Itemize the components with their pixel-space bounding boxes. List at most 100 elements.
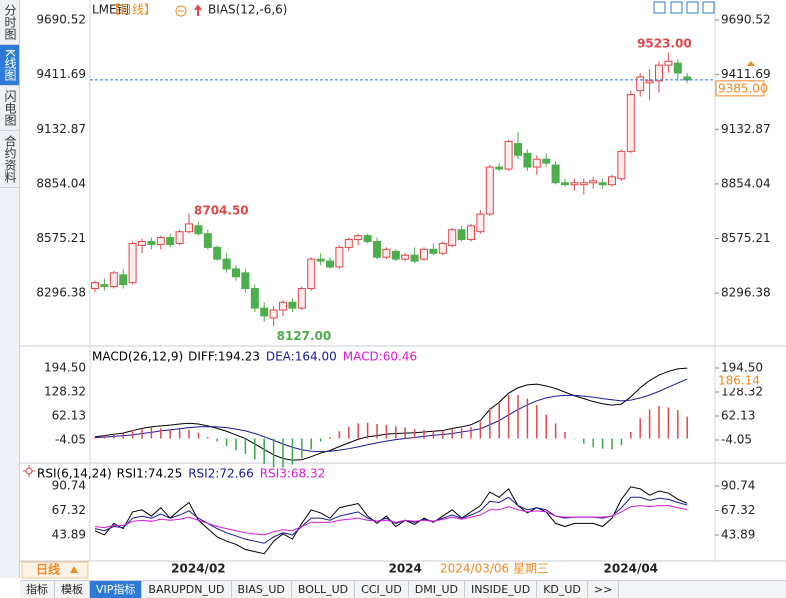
- candle-body: [213, 246, 222, 260]
- candle-body: [457, 229, 466, 241]
- y-tick-label: 90.74: [52, 479, 86, 493]
- y-tick-label: 8854.04: [36, 176, 86, 190]
- candle-body: [147, 241, 156, 245]
- sidebar-tab[interactable]: K线图: [0, 45, 19, 86]
- x-tick-label: 2024/02: [171, 562, 225, 576]
- candle-body: [391, 250, 400, 260]
- indicator-tab[interactable]: 指标: [20, 581, 55, 598]
- low-label: 8127.00: [277, 329, 332, 343]
- y-tick-label: 9690.52: [36, 13, 86, 27]
- candle-body: [373, 241, 381, 258]
- tool-icon[interactable]: [653, 1, 666, 14]
- candle-body: [185, 223, 193, 233]
- indicator-tab[interactable]: CCI_UD: [355, 581, 409, 598]
- candle-body: [344, 239, 353, 248]
- candle-body: [316, 258, 325, 262]
- arrow-icon[interactable]: [194, 4, 202, 16]
- candle-body: [128, 242, 137, 284]
- y-tick-label: 90.74: [721, 479, 755, 493]
- candle-body: [156, 237, 165, 245]
- candle-body: [551, 164, 560, 184]
- candle-body: [420, 248, 428, 260]
- y-tick-label: -4.05: [55, 433, 86, 447]
- candle-body: [203, 233, 212, 248]
- candle-body: [495, 166, 504, 170]
- y-tick-label: 8296.38: [36, 286, 86, 300]
- y-tick-label: 9411.69: [721, 67, 771, 81]
- crosshair-lines: [23, 465, 35, 477]
- high-label: 8704.50: [194, 204, 249, 218]
- y-tick-label: 194.50: [44, 360, 86, 374]
- candle-body: [429, 248, 438, 254]
- candle-body: [354, 235, 363, 241]
- candle-body: [138, 241, 146, 246]
- indicator-tab[interactable]: BIAS_UD: [232, 581, 292, 598]
- candle-body: [579, 182, 588, 186]
- candle-body: [241, 272, 250, 290]
- tab-bar: 指标 模板 VIP指标 BARUPDN_UD BIAS_UD BOLL_UD CCI_UD D…: [20, 580, 786, 598]
- indicator-tab[interactable]: VIP指标: [90, 581, 143, 598]
- candle-body: [523, 152, 532, 168]
- macd-line: [94, 367, 688, 461]
- indicator-tab[interactable]: BARUPDN_UD: [142, 581, 232, 598]
- sidebar-tab[interactable]: 分时图: [0, 0, 19, 45]
- candle-body: [673, 62, 682, 74]
- candle-body: [326, 260, 334, 268]
- legend-name: MACD:: [343, 350, 383, 364]
- candle-body: [297, 288, 306, 309]
- legend-value: 74.25: [148, 467, 182, 481]
- y-tick-label: 8854.04: [721, 176, 771, 190]
- indicator-tab[interactable]: 模板: [55, 581, 90, 598]
- candle-body: [467, 225, 475, 241]
- indicator-tab[interactable]: KD_UD: [537, 581, 588, 598]
- candle-body: [91, 282, 99, 290]
- y-tick-label: 67.32: [721, 503, 755, 517]
- sidebar-tab[interactable]: 闪电图: [0, 86, 19, 131]
- candle-body: [532, 158, 541, 168]
- legend-value: 60.46: [383, 350, 417, 364]
- y-tick-label: 9132.87: [36, 122, 86, 136]
- crosshair-icon[interactable]: [23, 465, 35, 477]
- period-box[interactable]: [21, 561, 89, 579]
- y-tick-label: 43.89: [721, 528, 755, 542]
- period-arrow[interactable]: [70, 566, 78, 573]
- sidebar-tab[interactable]: 合约资料: [0, 131, 19, 188]
- legend-name: RSI3:: [260, 467, 291, 481]
- rsi-line: [94, 505, 688, 536]
- x-tick-label: 2024/04: [604, 562, 658, 576]
- tool-icon[interactable]: [686, 1, 699, 14]
- last-price-box: [715, 80, 765, 97]
- indicator-tab[interactable]: INSIDE_UD: [465, 581, 538, 598]
- tool-icon[interactable]: [670, 1, 683, 14]
- zoom-icon[interactable]: [175, 5, 187, 17]
- y-tick-label: 8296.38: [721, 286, 771, 300]
- y-tick-label: 8575.21: [721, 231, 771, 245]
- y-tick-label: 67.32: [52, 503, 86, 517]
- legend-value: 68.32: [291, 467, 325, 481]
- y-tick-label: 9132.87: [721, 122, 771, 136]
- candle-body: [645, 80, 654, 84]
- candle-body: [504, 141, 513, 170]
- y-tick-label: 9690.52: [721, 13, 771, 27]
- y-tick-label: 8575.21: [36, 231, 86, 245]
- candle-body: [260, 307, 269, 317]
- tool-icon[interactable]: [702, 1, 715, 14]
- indicator-tab[interactable]: >>: [588, 581, 620, 598]
- legend-name: RSI1:: [117, 467, 148, 481]
- indicator-tab[interactable]: BOLL_UD: [292, 581, 356, 598]
- candle-body: [617, 150, 626, 180]
- candle-body: [194, 225, 203, 235]
- candle-body: [166, 237, 175, 245]
- y-tick-label: 128.32: [44, 384, 86, 398]
- candle-body: [664, 60, 673, 66]
- candle-body: [382, 248, 391, 258]
- candle-body: [279, 301, 287, 311]
- indicator-tab[interactable]: DMI_UD: [409, 581, 466, 598]
- legend-name: DIFF:: [188, 350, 218, 364]
- period-name: 日线: [36, 562, 60, 577]
- y-tick-label: 9411.69: [36, 67, 86, 81]
- candle-body: [232, 268, 240, 278]
- indicator-label: BIAS(12,-6,6): [208, 3, 287, 17]
- y-tick-label: 62.13: [721, 409, 755, 423]
